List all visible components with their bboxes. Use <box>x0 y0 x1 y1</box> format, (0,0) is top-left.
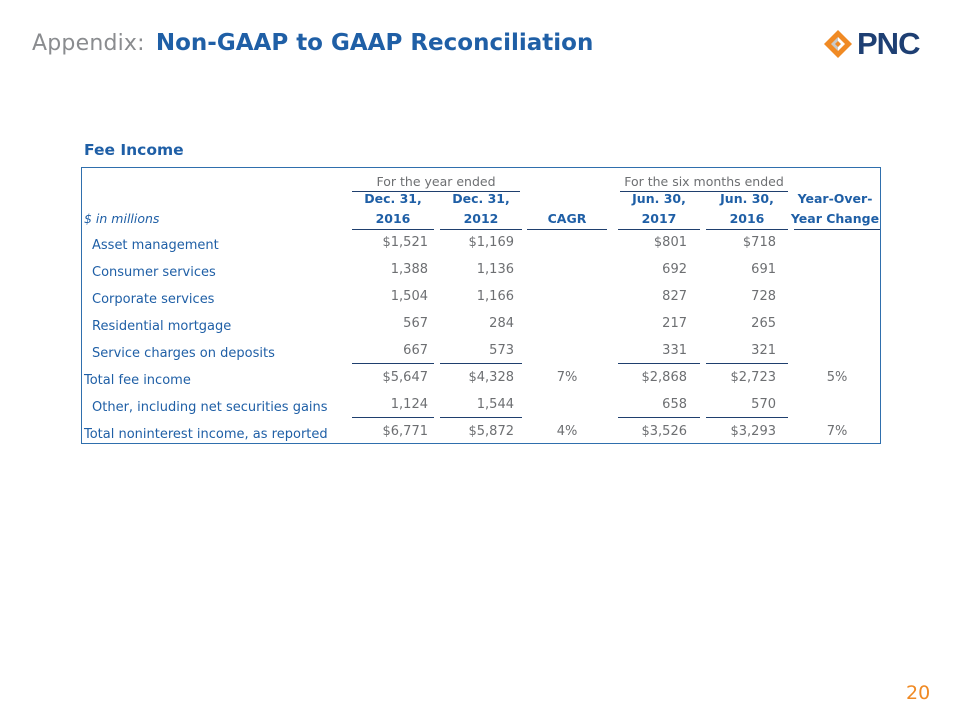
page-title: Appendix: Non-GAAP to GAAP Reconciliatio… <box>32 30 593 56</box>
column-header-line2: 2017 <box>641 211 677 226</box>
table-cell: $5,872 <box>468 424 515 439</box>
column-header-line1: Dec. 31, <box>364 191 422 206</box>
subtotal-rule <box>706 363 788 365</box>
table-cell: 217 <box>662 316 687 331</box>
table-cell: $2,868 <box>641 370 688 385</box>
group-header-six-months-rule <box>620 191 788 193</box>
table-cell: 567 <box>403 316 428 331</box>
table-cell: 5% <box>826 370 848 385</box>
row-label: Corporate services <box>92 292 215 307</box>
subtotal-rule <box>618 363 700 365</box>
column-header-line1: Dec. 31, <box>452 191 510 206</box>
table-cell: $6,771 <box>382 424 429 439</box>
group-header-six-months: For the six months ended <box>624 174 784 189</box>
table-cell: 1,504 <box>390 289 428 304</box>
total-rule <box>352 417 434 419</box>
logo-wordmark: PNC <box>857 26 920 61</box>
group-header-year-rule <box>352 191 520 193</box>
column-header-line2: 2012 <box>463 211 499 226</box>
table-cell: $718 <box>742 235 776 250</box>
column-header-line1: Jun. 30, <box>720 191 774 206</box>
column-header-line1: Jun. 30, <box>632 191 686 206</box>
table-cell: 265 <box>751 316 776 331</box>
table-cell: 1,544 <box>476 397 514 412</box>
pnc-triangle-logo-icon <box>824 30 852 58</box>
table-cell: 691 <box>751 262 776 277</box>
table-cell: $3,293 <box>730 424 777 439</box>
units-label: $ in millions <box>84 211 160 226</box>
table-cell: $3,526 <box>641 424 688 439</box>
group-header-year: For the year ended <box>376 174 496 189</box>
column-header: Year-Over- Year Change <box>790 189 880 229</box>
row-label-total: Total noninterest income, as reported <box>84 427 328 442</box>
table-cell: 1,166 <box>476 289 514 304</box>
table-cell: $1,169 <box>468 235 515 250</box>
column-header-line2: 2016 <box>375 211 411 226</box>
table-cell: $4,328 <box>468 370 515 385</box>
column-header-line2: 2016 <box>729 211 765 226</box>
fee-income-table: For the year ended For the six months en… <box>81 167 881 444</box>
column-header-line2: Year Change <box>790 211 880 226</box>
table-cell: 570 <box>751 397 776 412</box>
subtotal-rule <box>352 363 434 365</box>
column-header-line2: CAGR <box>547 211 587 226</box>
table-cell: 7% <box>826 424 848 439</box>
table-cell: $801 <box>653 235 687 250</box>
table-cell: 7% <box>556 370 578 385</box>
column-header: Jun. 30, 2016 <box>706 189 788 229</box>
table-cell: 331 <box>662 343 687 358</box>
section-title: Fee Income <box>84 141 184 159</box>
row-label: Consumer services <box>92 265 216 280</box>
header-rule <box>706 229 788 231</box>
row-label: Residential mortgage <box>92 319 232 334</box>
table-cell: 4% <box>556 424 578 439</box>
table-cell: $2,723 <box>730 370 777 385</box>
total-rule <box>618 417 700 419</box>
subtotal-rule <box>440 363 522 365</box>
total-rule <box>706 417 788 419</box>
row-label: Service charges on deposits <box>92 346 275 361</box>
table-cell: 1,388 <box>390 262 428 277</box>
pnc-logo: PNC <box>822 26 920 62</box>
row-label: Other, including net securities gains <box>92 400 328 415</box>
header-rule <box>527 229 607 231</box>
table-cell: 658 <box>662 397 687 412</box>
table-cell: 1,136 <box>476 262 514 277</box>
column-header: Dec. 31, 2012 <box>440 189 522 229</box>
header-rule <box>618 229 700 231</box>
title-main: Non-GAAP to GAAP Reconciliation <box>155 30 594 56</box>
column-header-line1 <box>527 189 607 209</box>
table-cell: 284 <box>489 316 514 331</box>
table-cell: 1,124 <box>390 397 428 412</box>
page-number: 20 <box>906 682 931 704</box>
table-cell: 827 <box>662 289 687 304</box>
title-prefix: Appendix: <box>32 31 145 56</box>
row-label-total: Total fee income <box>84 373 191 388</box>
table-cell: $1,521 <box>382 235 429 250</box>
table-cell: $5,647 <box>382 370 429 385</box>
column-header-line1: Year-Over- <box>797 191 873 206</box>
column-header: Dec. 31, 2016 <box>352 189 434 229</box>
total-rule <box>440 417 522 419</box>
column-header: CAGR <box>527 189 607 229</box>
column-header: Jun. 30, 2017 <box>618 189 700 229</box>
header-rule <box>440 229 522 231</box>
table-cell: 321 <box>751 343 776 358</box>
table-cell: 692 <box>662 262 687 277</box>
table-cell: 667 <box>403 343 428 358</box>
header-rule <box>352 229 434 231</box>
table-cell: 728 <box>751 289 776 304</box>
table-cell: 573 <box>489 343 514 358</box>
header-rule <box>794 229 880 231</box>
row-label: Asset management <box>92 238 219 253</box>
